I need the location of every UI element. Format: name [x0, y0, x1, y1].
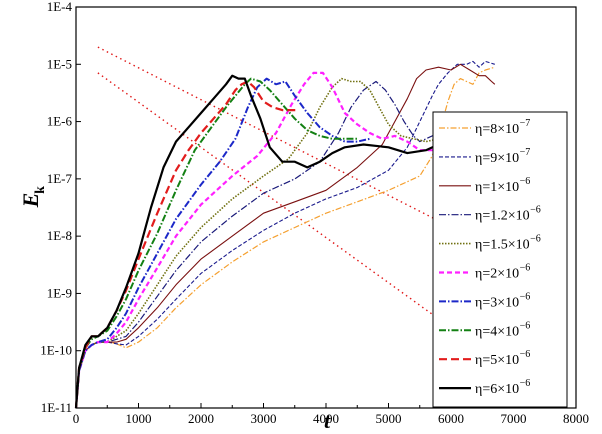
- legend-label: η=2×10: [475, 267, 519, 282]
- x-tick-label: 8000: [563, 411, 589, 426]
- legend-label-exponent: −6: [530, 234, 541, 245]
- series-line: [74, 74, 446, 409]
- legend-label-exponent: −6: [520, 291, 531, 302]
- plot-frame: [75, 6, 577, 409]
- legend-label-exponent: −6: [520, 320, 531, 331]
- series-line: [74, 71, 439, 409]
- x-tick-label: 5000: [376, 411, 402, 426]
- x-tick-label: 0: [73, 411, 80, 426]
- y-tick-label: 1E-9: [47, 285, 72, 300]
- legend-label: η=5×10: [475, 353, 519, 368]
- legend-label-exponent: −6: [520, 378, 531, 389]
- series-line: [75, 77, 358, 409]
- series-line: [75, 60, 495, 409]
- axis-ticks: 0 1000 2000 3000 4000 5000 6000 7000 8000 1E-11 1E…: [40, 0, 589, 426]
- x-tick-label: 2000: [188, 411, 214, 426]
- x-tick-label: 4000: [313, 411, 339, 426]
- y-tick-label: 1E-11: [41, 400, 72, 415]
- legend-label: η=4×10: [475, 324, 519, 339]
- legend-label: η=1.2×10: [475, 209, 530, 224]
- series-line: [75, 77, 371, 409]
- series-group: [74, 60, 496, 409]
- y-tick-label: 1E-4: [47, 0, 73, 14]
- y-tick-label: 1E-10: [40, 343, 72, 358]
- legend-label: η=3×10: [475, 295, 519, 310]
- legend: η=8×10 −7η=9×10 −7η=1×10 −6η=1.2×10 −6η=1.5×…: [432, 111, 568, 408]
- y-tick-label: 1E-5: [47, 56, 72, 71]
- legend-label: η=1.5×10: [475, 238, 530, 253]
- x-axis-label: t: [324, 408, 331, 433]
- y-axis-label: E: [18, 193, 43, 209]
- legend-label: η=1×10: [475, 180, 519, 195]
- legend-label: η=6×10: [475, 382, 519, 397]
- y-tick-label: 1E-6: [47, 114, 73, 129]
- x-tick-label: 3000: [251, 411, 277, 426]
- y-axis-label-subscript: k: [33, 186, 48, 194]
- y-tick-label: 1E-8: [47, 228, 72, 243]
- legend-label-exponent: −6: [520, 349, 531, 360]
- legend-label: η=8×10: [475, 122, 519, 137]
- series-line: [75, 63, 496, 409]
- legend-label-exponent: −6: [520, 263, 531, 274]
- legend-label-exponent: −6: [520, 176, 531, 187]
- series-line: [75, 66, 495, 409]
- x-tick-label: 1000: [126, 411, 152, 426]
- legend-label-exponent: −7: [520, 118, 531, 129]
- series-line: [75, 80, 439, 409]
- legend-label-exponent: −6: [530, 205, 541, 216]
- legend-label: η=9×10: [475, 151, 519, 166]
- y-axis-title: E k: [18, 186, 48, 208]
- y-tick-label: 1E-7: [47, 171, 73, 186]
- x-tick-label: 7000: [501, 411, 527, 426]
- legend-box: [432, 111, 568, 408]
- x-tick-label: 6000: [438, 411, 464, 426]
- series-line: [75, 77, 439, 409]
- legend-label-exponent: −7: [520, 147, 531, 158]
